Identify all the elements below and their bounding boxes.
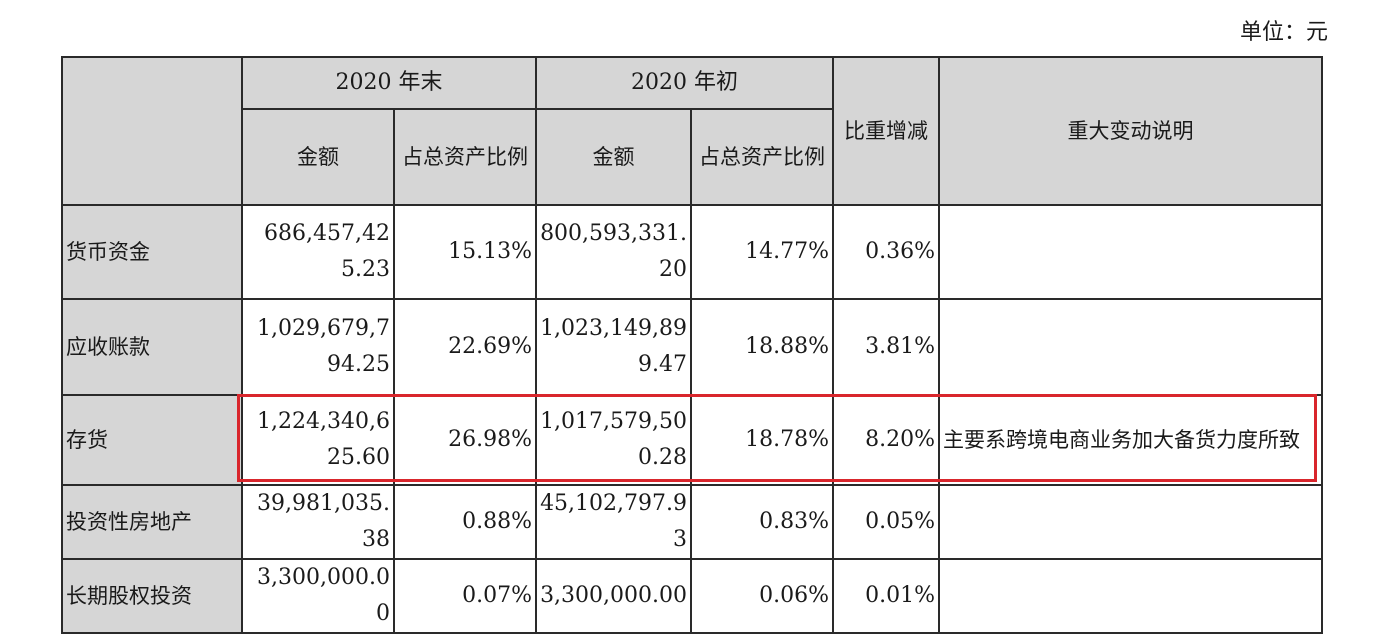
begin-ratio-cell: 0.83%	[690, 484, 835, 560]
change-cell: 0.01%	[832, 558, 941, 634]
row-label: 投资性房地产	[61, 484, 243, 560]
header-change: 比重增减	[832, 56, 941, 206]
end-ratio-cell: 0.88%	[392, 484, 538, 560]
end-amount-cell: 3,300,000.00	[241, 558, 395, 634]
asset-table: 2020 年末 2020 年初 比重增减 重大变动说明 金额 占总资产比例 金额…	[61, 56, 1324, 634]
unit-label: 单位：元	[1239, 20, 1328, 45]
end-ratio-cell: 26.98%	[392, 394, 538, 486]
table-row: 货币资金 686,457,425.23 15.13% 800,593,331.2…	[61, 204, 1324, 300]
header-begin-amount: 金额	[535, 108, 693, 206]
table-row: 长期股权投资 3,300,000.00 0.07% 3,300,000.00 0…	[61, 558, 1324, 634]
end-amount-cell: 686,457,425.23	[241, 204, 395, 300]
row-label: 货币资金	[61, 204, 243, 300]
header-item-corner	[61, 56, 243, 206]
end-amount-cell: 1,224,340,625.60	[241, 394, 395, 486]
change-cell: 0.05%	[832, 484, 941, 560]
begin-ratio-cell: 18.78%	[690, 394, 835, 486]
begin-ratio-cell: 0.06%	[690, 558, 835, 634]
header-end-amount: 金额	[241, 108, 395, 206]
header-explanation: 重大变动说明	[938, 56, 1324, 206]
note-cell	[938, 298, 1324, 396]
end-ratio-cell: 15.13%	[392, 204, 538, 300]
header-end-ratio: 占总资产比例	[392, 108, 538, 206]
note-cell	[938, 484, 1324, 560]
row-label: 存货	[61, 394, 243, 486]
table-row: 投资性房地产 39,981,035.38 0.88% 45,102,797.93…	[61, 484, 1324, 560]
table-row: 应收账款 1,029,679,794.25 22.69% 1,023,149,8…	[61, 298, 1324, 396]
begin-ratio-cell: 18.88%	[690, 298, 835, 396]
begin-amount-cell: 800,593,331.20	[535, 204, 693, 300]
header-end-2020: 2020 年末	[240, 56, 538, 110]
end-ratio-cell: 22.69%	[392, 298, 538, 396]
begin-amount-cell: 1,023,149,899.47	[535, 298, 693, 396]
header-begin-2020: 2020 年初	[535, 56, 835, 110]
note-cell: 主要系跨境电商业务加大备货力度所致	[938, 394, 1324, 486]
end-amount-cell: 39,981,035.38	[241, 484, 395, 560]
change-cell: 0.36%	[832, 204, 941, 300]
begin-amount-cell: 1,017,579,500.28	[535, 394, 693, 486]
row-label: 应收账款	[61, 298, 243, 396]
table-row: 存货 1,224,340,625.60 26.98% 1,017,579,500…	[61, 394, 1324, 486]
begin-ratio-cell: 14.77%	[690, 204, 835, 300]
note-cell	[938, 558, 1324, 634]
end-ratio-cell: 0.07%	[392, 558, 538, 634]
end-amount-cell: 1,029,679,794.25	[241, 298, 395, 396]
row-label: 长期股权投资	[61, 558, 243, 634]
change-cell: 3.81%	[832, 298, 941, 396]
change-cell: 8.20%	[832, 394, 941, 486]
begin-amount-cell: 3,300,000.00	[535, 558, 693, 634]
header-begin-ratio: 占总资产比例	[690, 108, 835, 206]
note-cell	[938, 204, 1324, 300]
begin-amount-cell: 45,102,797.93	[535, 484, 693, 560]
